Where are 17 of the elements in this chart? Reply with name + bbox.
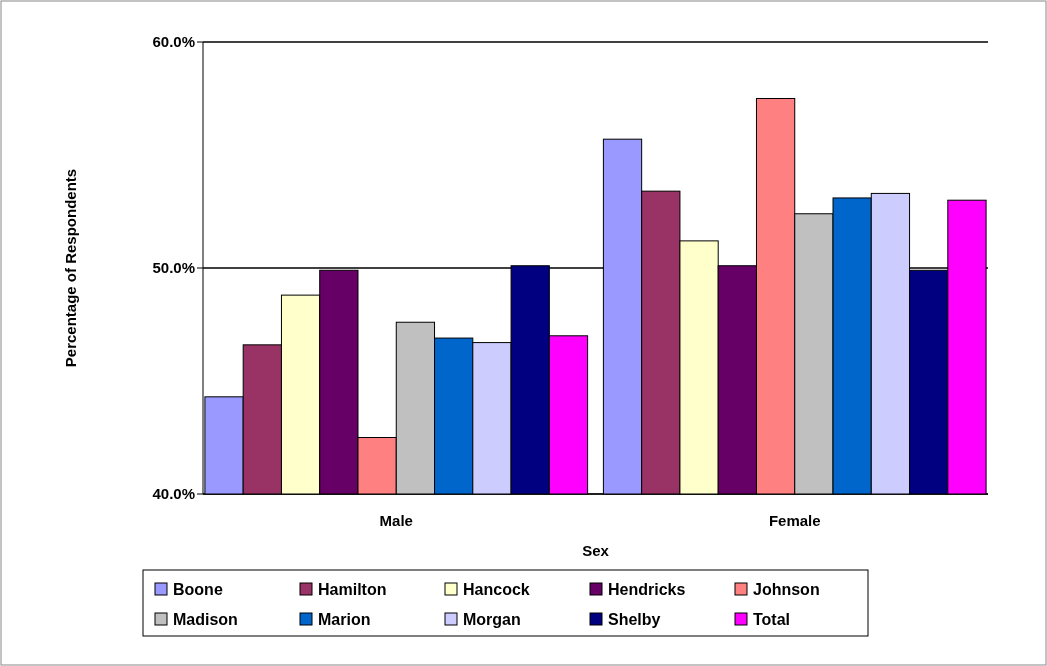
- y-tick-label: 60.0%: [152, 33, 195, 51]
- legend-label: Total: [753, 610, 791, 628]
- legend-label: Morgan: [463, 610, 521, 628]
- legend-label: Marion: [318, 610, 371, 628]
- y-tick-label: 50.0%: [152, 259, 195, 277]
- x-tick-label: Female: [768, 512, 821, 529]
- x-tick-label: Male: [379, 512, 413, 529]
- legend-label: Boone: [173, 580, 223, 598]
- legend-label: Hancock: [463, 580, 530, 598]
- y-axis-title: Percentage of Respondents: [62, 168, 79, 368]
- legend-label: Hendricks: [608, 580, 686, 598]
- y-tick-label: 40.0%: [152, 485, 195, 503]
- x-axis-title: Sex: [582, 542, 610, 559]
- legend-label: Madison: [173, 610, 238, 628]
- legend-label: Shelby: [608, 610, 661, 628]
- legend-label: Hamilton: [318, 580, 387, 598]
- legend-label: Johnson: [753, 580, 820, 598]
